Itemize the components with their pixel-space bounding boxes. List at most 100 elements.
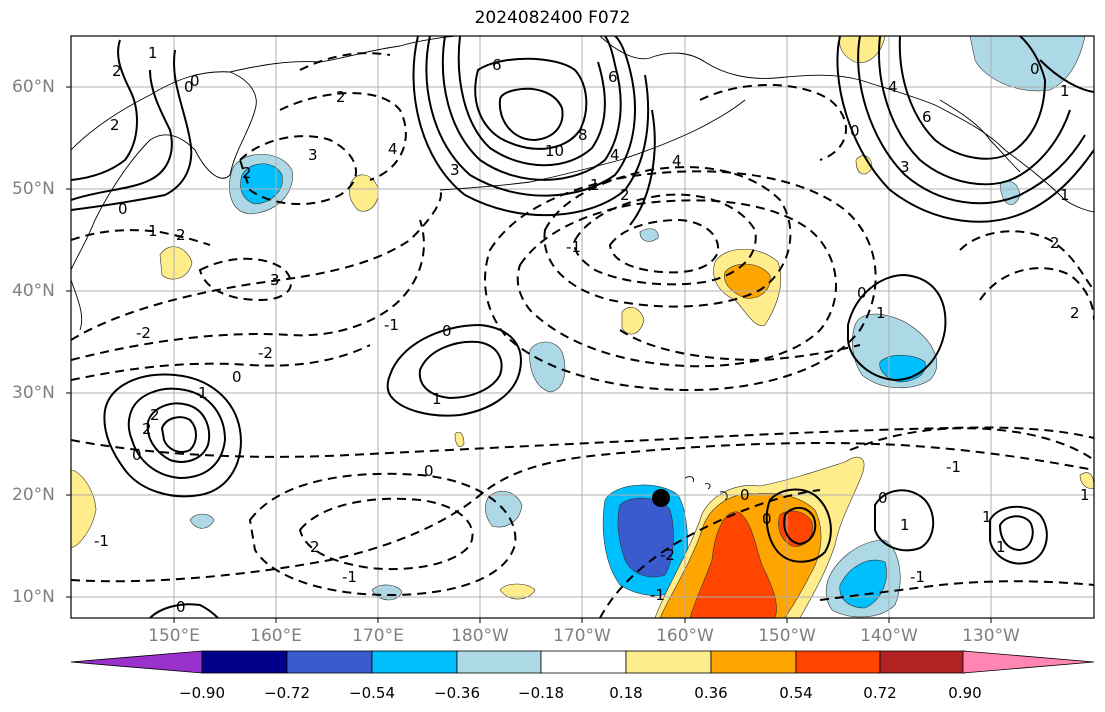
- contour-label-layer: 2 1 0 2 2 3 4 2 3 6 10 8 6 4 4 2 0 1 4 6…: [94, 44, 1090, 616]
- coast-japan: [71, 279, 83, 331]
- contour-label: 0: [232, 368, 242, 386]
- contour-neg8: [573, 193, 757, 286]
- contour-label: 1: [148, 222, 158, 240]
- contour-bottom-high: [149, 603, 219, 618]
- contour-neg9: [608, 218, 720, 274]
- coast-gulf-alaska: [939, 99, 1021, 173]
- contour-east-high: [847, 273, 947, 382]
- contour-label: -1: [566, 238, 581, 256]
- contour-high-e2: [857, 36, 1086, 205]
- shade-yellow-right-edge: [1079, 472, 1094, 489]
- contour-label: 2: [112, 62, 122, 80]
- contour-label: 4: [610, 146, 620, 164]
- contour-se-high1: [765, 488, 832, 563]
- gridlines: [71, 36, 1094, 618]
- contour-label: 2: [336, 88, 346, 106]
- lat-label: 20°N: [12, 485, 55, 505]
- contour-high-n1: [425, 36, 636, 197]
- colorbar-segment: [201, 650, 288, 674]
- contour-label: 0: [878, 489, 888, 507]
- colorbar-segment: [371, 650, 458, 674]
- lon-label: 140°W: [860, 626, 918, 646]
- contour-label: 3: [308, 146, 318, 164]
- contour-label: 0: [190, 72, 200, 90]
- colorbar-tick-label: 0.54: [779, 684, 813, 702]
- contour-label: 0: [762, 510, 772, 528]
- contour-label: 3: [270, 271, 280, 289]
- lon-label: 180°W: [451, 626, 509, 646]
- contour-se-high2: [783, 506, 817, 546]
- contour-label: 1: [876, 304, 886, 322]
- colorbar-extend-low: [70, 650, 203, 674]
- colorbar-tick-label: −0.72: [264, 684, 310, 702]
- contour-label: -1: [650, 586, 665, 604]
- shade-blue-mid: [529, 341, 566, 393]
- contour-label: 1: [590, 176, 600, 194]
- contour-label: 6: [922, 108, 932, 126]
- contour-label: 2: [150, 406, 160, 424]
- contour-sub-w1: [103, 373, 242, 498]
- contour-high-e1: [836, 36, 1094, 223]
- contour-w3: [71, 39, 138, 181]
- shade-blue-gulf: [969, 36, 1086, 92]
- shade-blue-south2: [189, 513, 215, 529]
- contour-label: 8: [578, 126, 588, 144]
- contour-label: 0: [1030, 60, 1040, 78]
- contour-label: 0: [132, 446, 142, 464]
- contour-neg16: [599, 489, 821, 618]
- colorbar-segment: [879, 650, 966, 674]
- contour-high-n7: [629, 109, 656, 226]
- contour-label: 1: [1080, 486, 1090, 504]
- shade-yellow-small3: [621, 307, 645, 335]
- contour-label: 0: [740, 486, 750, 504]
- contour-neg22: [299, 52, 391, 71]
- contour-label: 4: [388, 140, 398, 158]
- contour-label: 0: [424, 462, 434, 480]
- shade-red-big: [689, 511, 777, 618]
- shading-layer: [71, 36, 1094, 618]
- lon-label: 170°E: [352, 626, 404, 646]
- lon-label: 130°W: [962, 626, 1020, 646]
- colorbar-tick-label: −0.36: [434, 684, 480, 702]
- contour-label: 1: [1060, 186, 1070, 204]
- contour-label: 0: [850, 122, 860, 140]
- contour-neg5: [238, 135, 357, 206]
- contour-label: 4: [888, 78, 898, 96]
- contour-neg21: [71, 229, 211, 246]
- contour-label: 1: [982, 508, 992, 526]
- contour-high-n4: [474, 57, 588, 150]
- contour-label: 3: [450, 161, 460, 179]
- contour-label: 6: [492, 56, 502, 74]
- coast-kamchatka: [71, 71, 257, 271]
- contour-se-high3: [874, 489, 935, 552]
- contour-label: 0: [118, 200, 128, 218]
- map-title: 2024082400 F072: [474, 8, 631, 28]
- contour-label: 4: [672, 152, 682, 170]
- contour-high-n5: [498, 87, 564, 142]
- contour-label: -1: [910, 568, 925, 586]
- contour-sub-w3: [146, 402, 210, 463]
- contour-neg1: [71, 189, 442, 341]
- lon-label: 150°E: [148, 626, 200, 646]
- contour-neg3: [71, 344, 371, 381]
- contour-label: 0: [176, 598, 186, 616]
- contour-high-e4: [898, 36, 1047, 160]
- contour-neg17: [819, 580, 1094, 601]
- tc-position-marker: [652, 489, 670, 507]
- colorbar: [70, 650, 1095, 674]
- colorbar-tick-label: −0.54: [349, 684, 395, 702]
- contour-high-n6: [412, 36, 650, 217]
- contour-se-high5: [998, 515, 1034, 552]
- contour-label: 1: [1060, 82, 1070, 100]
- contour-label: 2: [1070, 304, 1080, 322]
- shade-yellow-tiny: [454, 431, 465, 447]
- contour-label: 0: [442, 322, 452, 340]
- contour-label: 6: [608, 68, 618, 86]
- contour-label: 1: [198, 384, 208, 402]
- contour-label: -2: [258, 344, 273, 362]
- contour-w1: [71, 69, 173, 201]
- colorbar-tick-label: −0.90: [179, 684, 225, 702]
- colorbar-tick-label: 0.36: [694, 684, 728, 702]
- coast-hawaii: [684, 476, 728, 501]
- contour-label: 2: [1050, 234, 1060, 252]
